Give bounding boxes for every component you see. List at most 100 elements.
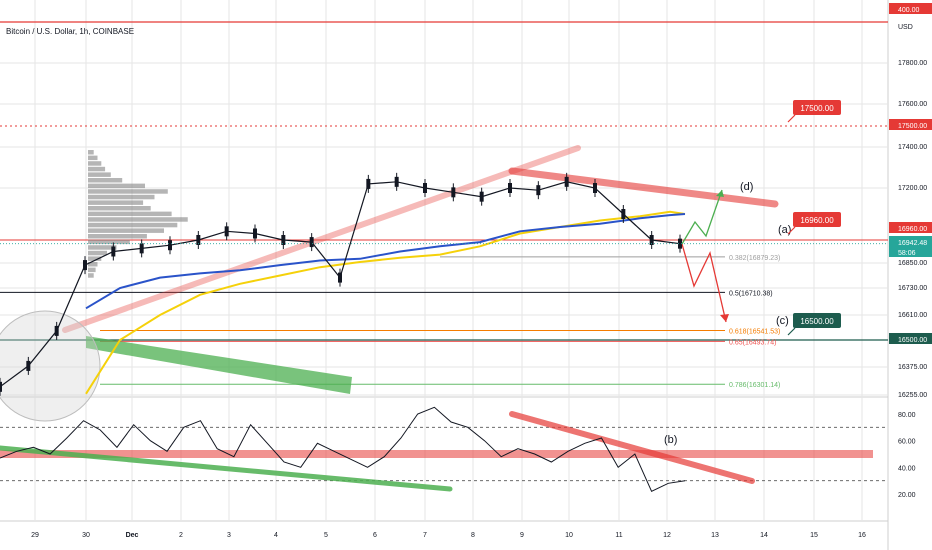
volume-profile-bar <box>88 256 102 261</box>
volume-profile-bar <box>88 250 107 256</box>
price-candle-body <box>168 240 172 251</box>
price-candle-body <box>649 235 654 245</box>
price-axis-tick-label: 16730.00 <box>898 285 927 292</box>
volume-profile-bar <box>88 262 98 267</box>
volume-profile-bar <box>88 150 94 155</box>
time-axis-tick-label: 8 <box>471 532 475 539</box>
price-axis-tick-label: 16850.00 <box>898 260 927 267</box>
time-axis-tick-label: 3 <box>227 532 231 539</box>
price-candle-body <box>593 183 597 193</box>
volume-profile-bar <box>88 234 147 239</box>
volume-profile-bar <box>88 228 164 233</box>
rsi-red-trendline <box>509 411 755 484</box>
fib-level-label: 0.786(16301.14) <box>729 382 780 389</box>
price-candle-body <box>54 325 59 336</box>
price-badge-box <box>793 100 841 115</box>
price-axis-highlight <box>889 236 932 247</box>
time-axis-tick-label: 12 <box>663 532 671 539</box>
time-axis-tick-label: 2 <box>179 532 183 539</box>
fib-level-label: 0.5(16710.38) <box>729 290 773 297</box>
volume-profile-bar <box>88 178 123 183</box>
price-candle-body <box>224 226 229 237</box>
price-axis-tick-label: USD <box>898 24 913 31</box>
rsi-axis-tick-label: 60.00 <box>898 439 916 446</box>
rsi-green-trendline <box>0 445 453 492</box>
wave-label-d: (d) <box>740 181 753 193</box>
bearish-projection-path <box>681 243 727 323</box>
pair-title: Bitcoin / U.S. Dollar, 1h, COINBASE <box>6 27 135 36</box>
price-badge-box <box>793 313 841 328</box>
price-axis-tick-label: 17400.00 <box>898 144 927 151</box>
price-axis-highlight <box>889 3 932 14</box>
price-candle-body <box>309 237 314 248</box>
blue-moving-average <box>85 213 686 310</box>
time-axis-tick-label: 4 <box>274 532 278 539</box>
price-axis-tick-label: 16960.00 <box>898 226 927 233</box>
time-axis-tick-label: 30 <box>82 532 90 539</box>
price-axis-tick-label: 17500.00 <box>898 123 927 130</box>
price-candle-body <box>508 183 512 193</box>
price-candle-body <box>621 209 626 219</box>
yellow-moving-average <box>85 210 686 395</box>
price-candle-body <box>564 176 569 187</box>
time-axis-tick-label: 9 <box>520 532 524 539</box>
price-candle-body <box>253 228 257 239</box>
price-axis-tick-label: 17600.00 <box>898 101 927 108</box>
price-badge-box <box>793 212 841 227</box>
time-axis-tick-label: 16 <box>858 532 866 539</box>
volume-profile-bar <box>88 189 168 194</box>
price-axis-tick-label: 16942.48 <box>898 240 927 247</box>
rising-trendline <box>62 145 581 333</box>
rsi-axis-tick-label: 20.00 <box>898 492 916 499</box>
volume-profile-bar <box>88 267 96 273</box>
price-candle-body <box>451 187 456 198</box>
time-axis-tick-label: 15 <box>810 532 818 539</box>
rsi-axis-tick-label: 40.00 <box>898 465 916 472</box>
volume-profile-bar <box>88 245 117 250</box>
price-candle-body <box>196 235 201 245</box>
wave-label-c: (c) <box>776 315 789 327</box>
price-candle-body <box>678 238 682 249</box>
price-axis-highlight <box>889 246 932 257</box>
fib-level-label: 0.382(16879.23) <box>729 255 780 262</box>
price-badge-pointer <box>787 327 796 336</box>
volume-profile-bar <box>88 183 145 189</box>
volume-profile-bar <box>88 239 130 245</box>
price-candle-body <box>0 381 2 392</box>
price-candle-body <box>111 246 116 257</box>
price-axis-tick-label: 16255.00 <box>898 392 927 399</box>
volume-profile-bar <box>88 200 144 205</box>
price-axis-tick-label: 16375.00 <box>898 364 927 371</box>
price-badge-pointer <box>787 114 796 123</box>
fib-level-label: 0.618(16541.53) <box>729 329 780 336</box>
price-candle-body <box>26 360 31 371</box>
volume-profile-bar <box>88 172 111 177</box>
volume-profile-bar <box>88 166 106 172</box>
price-axis-highlight <box>889 333 932 344</box>
price-candle-body <box>423 183 427 193</box>
time-axis-tick-label: 14 <box>760 532 768 539</box>
price-candle-body <box>479 191 484 202</box>
price-axis-tick-label: 400.00 <box>898 7 920 14</box>
highlight-circle <box>0 310 101 422</box>
wave-label-b: (b) <box>664 434 677 446</box>
volume-profile-bar <box>88 194 155 200</box>
time-axis-tick-label: 29 <box>31 532 39 539</box>
volume-profile-bar <box>88 222 178 228</box>
time-axis-tick-label: Dec <box>126 532 139 539</box>
volume-profile-bar <box>88 273 94 278</box>
time-axis-tick-label: 10 <box>565 532 573 539</box>
rsi-axis-tick-label: 80.00 <box>898 412 916 419</box>
price-axis-highlight <box>889 222 932 233</box>
falling-green-band <box>86 336 352 394</box>
price-badge-label: 16960.00 <box>800 216 834 225</box>
volume-profile-bar <box>88 217 188 222</box>
volume-profile-bar <box>88 206 151 211</box>
price-candle-body <box>281 235 286 245</box>
price-badge-label: 17500.00 <box>800 104 834 113</box>
price-candle-body <box>139 243 144 254</box>
descending-trendline <box>508 167 779 208</box>
price-axis-highlight <box>889 119 932 130</box>
price-badge-pointer <box>787 226 796 235</box>
